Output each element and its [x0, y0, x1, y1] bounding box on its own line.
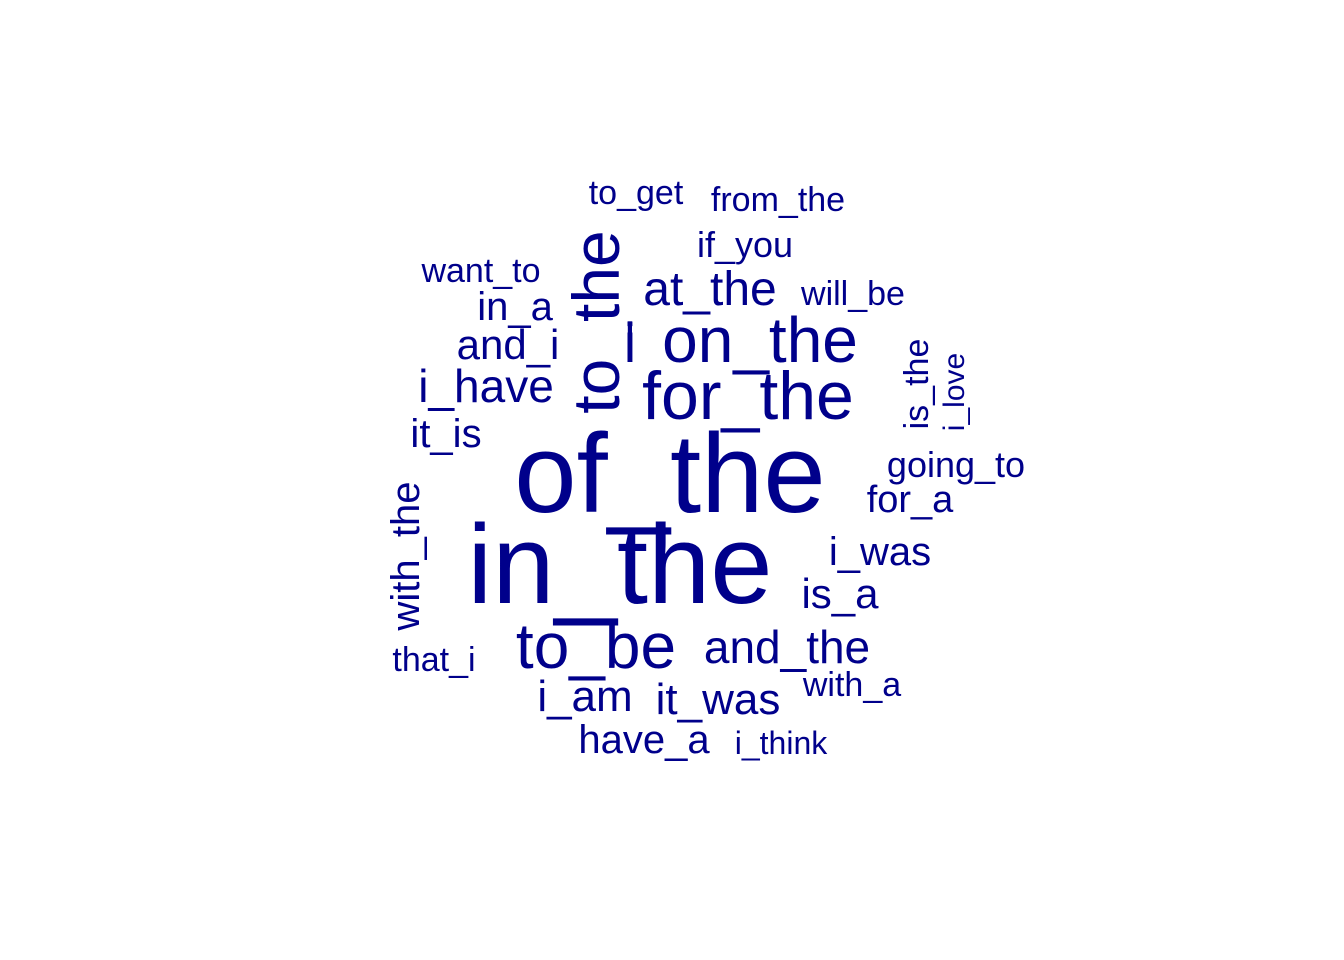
word-i-am: i_am: [537, 672, 633, 721]
word-will-be: will_be: [801, 275, 905, 313]
word-at-the: at_the: [643, 263, 777, 316]
word-with-a: with_a: [802, 666, 902, 704]
word-it-was: it_was: [655, 675, 781, 724]
word-on-the: on_the: [662, 304, 858, 376]
word-of-the: of_the: [514, 411, 826, 536]
word-it-is: it_is: [410, 412, 482, 456]
word-i-have: i_have: [418, 360, 554, 412]
word-is-the: is_the: [898, 338, 936, 430]
word-for-the: for_the: [642, 358, 854, 434]
word-with-the: with_the: [384, 481, 428, 631]
word-if-you: if_you: [696, 224, 794, 265]
word-going-to: going_to: [886, 444, 1026, 485]
word-that-i: that_i: [392, 641, 476, 679]
word-in-the: in_the: [467, 502, 773, 627]
word-i-love: i_love: [938, 352, 971, 432]
word-for-a: for_a: [866, 479, 954, 521]
word-i-think: i_think: [734, 725, 828, 761]
word-have-a: have_a: [578, 718, 710, 762]
word-is-a: is_a: [801, 570, 879, 617]
word-to-the: to_the: [559, 230, 633, 414]
word-i: i: [623, 311, 637, 374]
word-to-get: to_get: [588, 174, 684, 212]
word-to-be: to_be: [515, 610, 677, 682]
word-from-the: from_the: [710, 181, 846, 219]
word-and-i: and_i: [456, 321, 560, 368]
word-in-a: in_a: [477, 285, 553, 329]
word-and-the: and_the: [703, 621, 871, 673]
word-i-was: i_was: [828, 530, 932, 574]
word-want-to: want_to: [421, 252, 541, 290]
